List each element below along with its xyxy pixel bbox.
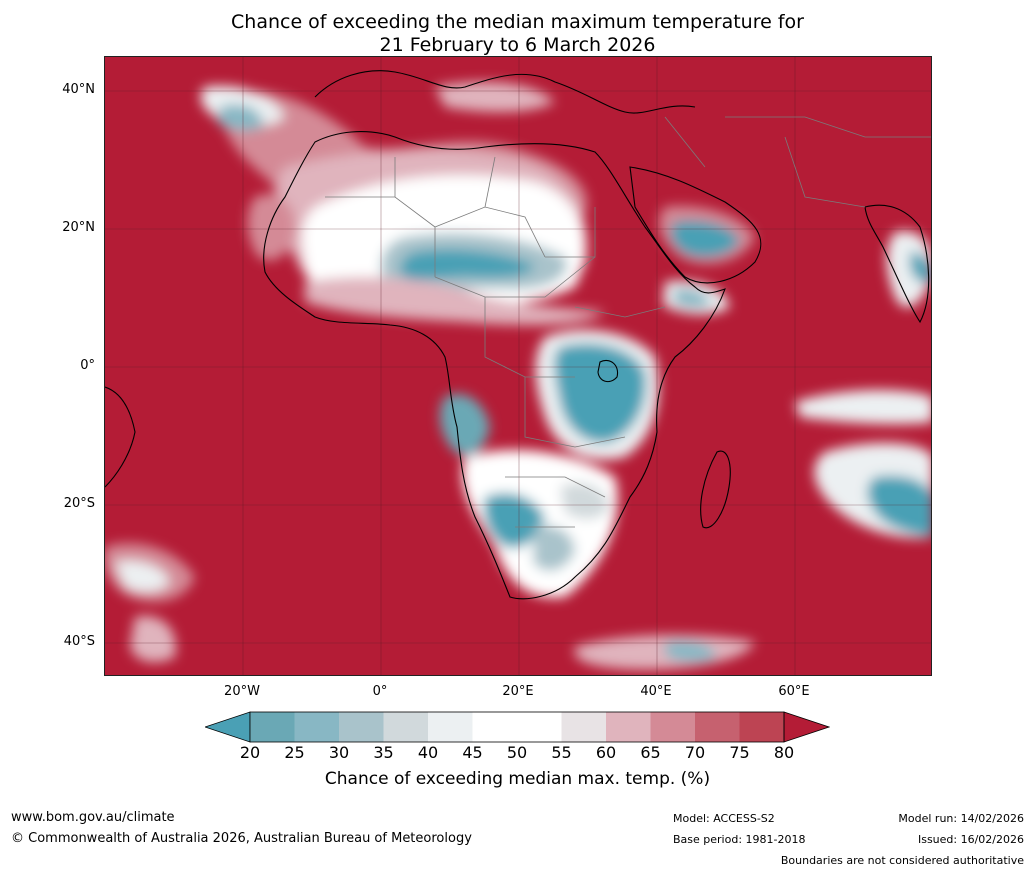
lat-label-40s: 40°S bbox=[63, 634, 95, 649]
colorbar-segment bbox=[517, 712, 562, 742]
map-gridlines bbox=[105, 57, 931, 675]
colorbar-tick-label: 60 bbox=[595, 743, 617, 762]
colorbar-tick-label: 70 bbox=[684, 743, 706, 762]
footer-model-run: Model run: 14/02/2026 bbox=[898, 812, 1024, 825]
footer-base-period: Base period: 1981-2018 bbox=[673, 833, 806, 846]
colorbar-arrow-high bbox=[783, 711, 830, 743]
country-borders bbox=[325, 116, 931, 528]
colorbar-segment bbox=[428, 712, 473, 742]
footer-issued: Issued: 16/02/2026 bbox=[917, 833, 1024, 846]
colorbar-tick-label: 40 bbox=[417, 743, 439, 762]
footer-copyright: © Commonwealth of Australia 2026, Austra… bbox=[11, 831, 472, 846]
colorbar-tick-label: 25 bbox=[284, 743, 305, 762]
colorbar-arrow-low bbox=[205, 711, 251, 743]
colorbar-label: Chance of exceeding median max. temp. (%… bbox=[324, 769, 711, 789]
colorbar-tick-label: 30 bbox=[328, 743, 350, 762]
colorbar-segment bbox=[250, 712, 295, 742]
colorbar bbox=[205, 711, 830, 743]
lon-label-0: 0° bbox=[372, 684, 388, 699]
colorbar-outline bbox=[249, 711, 785, 743]
colorbar-tick-label: 55 bbox=[551, 743, 572, 762]
forecast-map bbox=[104, 56, 932, 676]
lat-label-equator: 0° bbox=[80, 358, 95, 373]
colorbar-segment bbox=[294, 712, 339, 742]
colorbar-tick-label: 35 bbox=[373, 743, 394, 762]
coastlines bbox=[105, 70, 930, 600]
colorbar-segment bbox=[606, 712, 651, 742]
lon-label-20w: 20°W bbox=[224, 684, 260, 699]
map-title-line1: Chance of exceeding the median maximum t… bbox=[231, 11, 804, 33]
footer-model: Model: ACCESS-S2 bbox=[673, 812, 775, 825]
lon-label-60e: 60°E bbox=[778, 684, 810, 699]
colorbar-tick-label: 80 bbox=[773, 743, 795, 762]
colorbar-segment bbox=[472, 712, 517, 742]
lat-label-20s: 20°S bbox=[63, 496, 95, 511]
colorbar-segment bbox=[339, 712, 384, 742]
footer-disclaimer: Boundaries are not considered authoritat… bbox=[780, 854, 1024, 867]
colorbar-tick-label: 50 bbox=[506, 743, 528, 762]
colorbar-segment bbox=[650, 712, 695, 742]
colorbar-tick-label: 20 bbox=[239, 743, 261, 762]
colorbar-tick-label: 65 bbox=[640, 743, 661, 762]
colorbar-segment bbox=[739, 712, 784, 742]
map-canvas bbox=[105, 57, 931, 675]
colorbar-segment bbox=[383, 712, 428, 742]
colorbar-segment bbox=[695, 712, 740, 742]
lon-label-20e: 20°E bbox=[502, 684, 534, 699]
map-title-line2: 21 February to 6 March 2026 bbox=[379, 34, 656, 56]
colorbar-segment bbox=[561, 712, 606, 742]
lat-label-40n: 40°N bbox=[62, 82, 95, 97]
colorbar-tick-label: 75 bbox=[729, 743, 750, 762]
lon-label-40e: 40°E bbox=[640, 684, 672, 699]
colorbar-tick-label: 45 bbox=[462, 743, 483, 762]
footer-website: www.bom.gov.au/climate bbox=[11, 810, 175, 825]
lat-label-20n: 20°N bbox=[62, 220, 95, 235]
